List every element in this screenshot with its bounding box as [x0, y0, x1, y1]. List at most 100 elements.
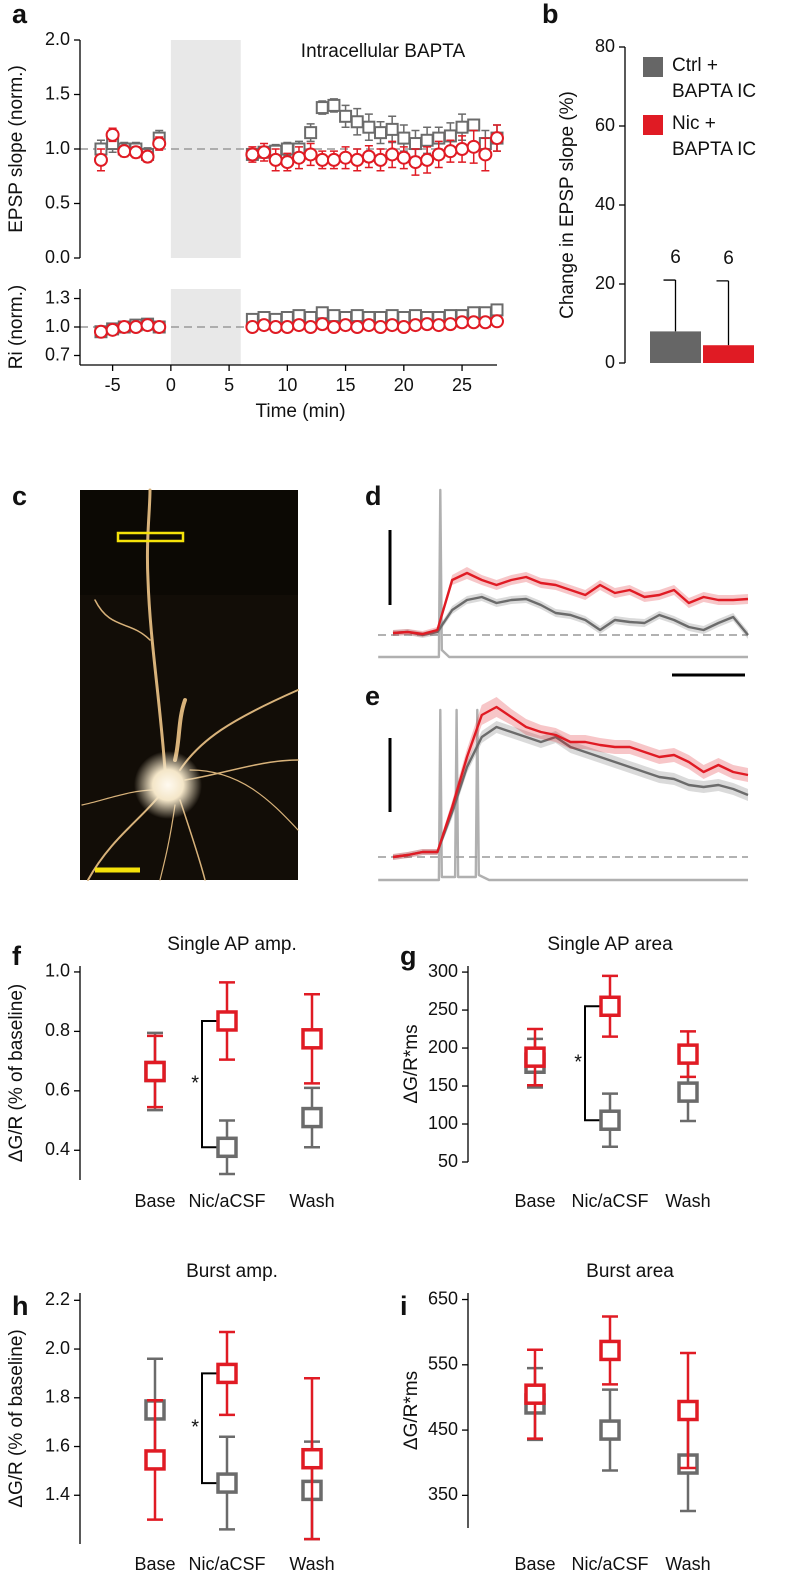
data-point [524, 1046, 546, 1068]
data-point [140, 149, 155, 164]
data-point [315, 317, 330, 332]
y-tick-label: 650 [428, 1288, 458, 1308]
y-tick-label: 50 [438, 1151, 458, 1171]
data-point [599, 1109, 621, 1131]
data-point [677, 1043, 699, 1065]
panel-label: g [400, 941, 417, 971]
data-point [93, 152, 108, 167]
data-point [301, 1447, 323, 1470]
y-tick-label: 350 [428, 1484, 458, 1504]
data-point [280, 320, 295, 334]
y-tick-label: 20 [595, 273, 615, 293]
data-point [350, 309, 364, 323]
data-point [431, 147, 446, 162]
data-point [105, 127, 120, 142]
y-tick-label: 0.5 [45, 192, 70, 212]
panel-label: h [12, 1291, 29, 1321]
data-point [455, 120, 469, 134]
data-point [478, 147, 493, 162]
n-label: 6 [670, 247, 681, 268]
x-tick-label: Base [134, 1191, 175, 1211]
data-point [408, 318, 423, 333]
trace [392, 571, 749, 636]
y-tick-label: 60 [595, 115, 615, 135]
data-point [315, 306, 329, 320]
data-point [152, 320, 167, 334]
data-point [105, 322, 120, 337]
y-tick-label: 0.0 [45, 247, 70, 267]
significance-bracket [584, 1005, 600, 1122]
data-point [490, 131, 504, 146]
x-axis-label: Time (min) [255, 401, 345, 422]
data-point [490, 314, 504, 329]
y-tick-label: 150 [428, 1075, 458, 1095]
data-point [152, 136, 167, 151]
y-tick-label: 2.0 [45, 29, 70, 49]
legend-label: Ctrl + BAPTA IC [672, 55, 757, 102]
y-tick-label: 2.2 [45, 1289, 70, 1309]
bar [703, 345, 754, 363]
data-point [524, 1383, 546, 1405]
y-tick-label: 100 [428, 1113, 458, 1133]
data-point [408, 155, 423, 170]
data-point [93, 324, 108, 339]
data-point [268, 320, 283, 334]
data-point [301, 1028, 323, 1050]
annotation: Intracellular BAPTA [301, 41, 466, 62]
x-tick-label: Nic/aCSF [571, 1191, 648, 1211]
x-tick-label: Nic/aCSF [188, 1554, 265, 1574]
data-point [467, 118, 481, 132]
x-tick-label: -5 [105, 375, 121, 395]
error-band [393, 567, 748, 637]
data-point [216, 1362, 238, 1385]
y-tick-label: 550 [428, 1354, 458, 1374]
chart-title: Burst amp. [186, 1261, 278, 1282]
x-tick-label: Wash [289, 1191, 334, 1211]
error-band [393, 697, 748, 860]
data-point [396, 150, 411, 165]
data-point [420, 133, 434, 147]
data-point [361, 318, 376, 333]
data-point [257, 318, 272, 333]
data-point [443, 144, 458, 159]
scale-bars [388, 530, 745, 812]
y-tick-label: 0.4 [45, 1139, 70, 1159]
data-point [396, 320, 411, 334]
y-tick-label: 1.6 [45, 1435, 70, 1455]
data-point [397, 131, 411, 145]
data-point [339, 109, 353, 123]
y-tick-label: 0.8 [45, 1020, 70, 1040]
y-tick-label: 450 [428, 1419, 458, 1439]
data-point [245, 320, 260, 334]
x-tick-label: 10 [277, 375, 297, 395]
y-axis-label: ΔG/R (% of baseline) [6, 984, 27, 1162]
y-axis-label: ΔG/R*ms [401, 1371, 422, 1450]
y-tick-label: 1.5 [45, 83, 70, 103]
data-point [315, 152, 330, 167]
data-point [599, 995, 621, 1018]
data-point [128, 320, 143, 334]
data-point [326, 320, 341, 334]
error-bar [663, 279, 677, 332]
y-tick-label: 0.7 [45, 344, 70, 364]
x-tick-label: Base [134, 1554, 175, 1574]
data-point [466, 139, 481, 154]
data-point [291, 318, 306, 333]
trace [392, 705, 749, 859]
data-point [350, 115, 364, 129]
data-point [599, 1339, 621, 1362]
panel-label: b [542, 0, 559, 29]
data-point [431, 318, 446, 333]
y-tick-label: 300 [428, 961, 458, 981]
x-tick-label: Nic/aCSF [571, 1554, 648, 1574]
data-point [117, 144, 132, 159]
trace [392, 595, 749, 637]
data-point [216, 1472, 238, 1494]
x-tick-label: Wash [665, 1191, 710, 1211]
legend-label: Nic + BAPTA IC [672, 113, 757, 160]
y-tick-label: 1.3 [45, 287, 70, 307]
data-point [373, 320, 388, 334]
data-point [338, 318, 353, 333]
y-tick-label: 1.4 [45, 1484, 70, 1504]
data-point [291, 150, 306, 165]
